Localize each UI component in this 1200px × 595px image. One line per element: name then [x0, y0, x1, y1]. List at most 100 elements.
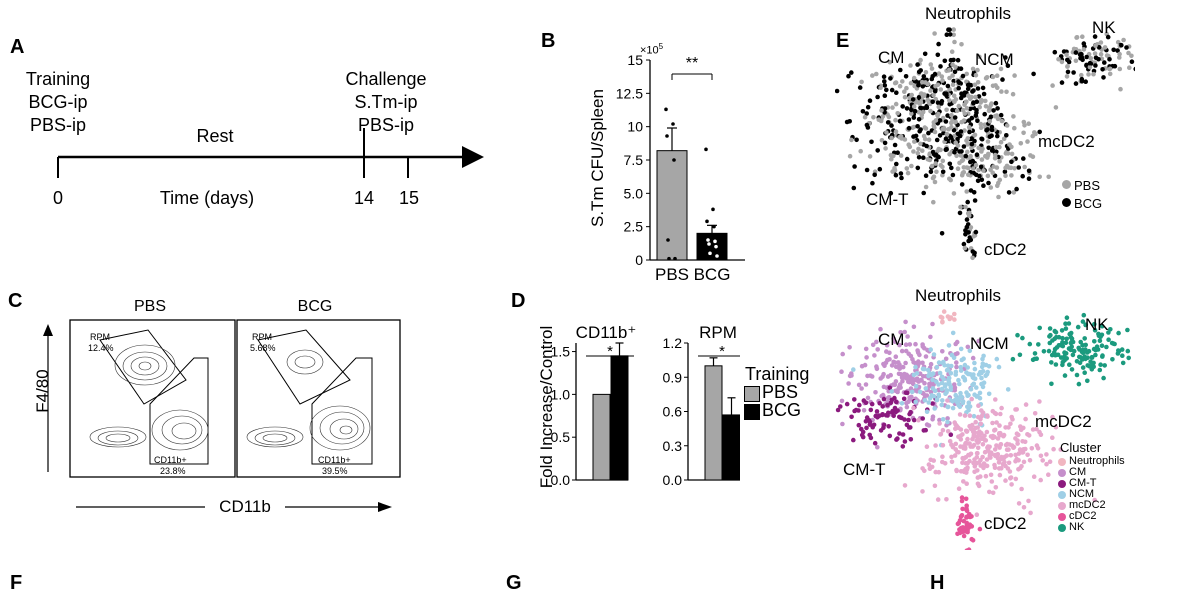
- umap-point: [1030, 133, 1035, 139]
- umap-point: [1102, 60, 1107, 65]
- umap-point: [915, 62, 920, 67]
- umap-cluster-point: [983, 373, 988, 379]
- d-ytick-label: 1.0: [551, 386, 571, 402]
- cluster-legend-dot: [1058, 512, 1066, 521]
- umap-cluster-point: [929, 464, 935, 470]
- umap-point: [959, 42, 964, 47]
- umap-cluster-point: [1037, 399, 1042, 404]
- umap-point: [960, 73, 966, 79]
- umap-point: [1098, 51, 1104, 57]
- umap-cluster-point: [862, 362, 868, 368]
- umap-point: [910, 97, 916, 102]
- umap-point: [982, 122, 988, 127]
- b-sig-label: **: [686, 55, 698, 72]
- d-title: RPM: [699, 323, 737, 342]
- umap-point: [1012, 125, 1017, 131]
- umap-cluster-point: [1040, 458, 1045, 463]
- umap-point: [1107, 66, 1113, 72]
- umap-cluster-point: [889, 363, 895, 368]
- umap-point: [921, 74, 927, 79]
- umap-point: [906, 142, 911, 147]
- umap-cluster-point: [881, 371, 886, 377]
- umap-cluster-point: [973, 419, 978, 425]
- umap-point: [864, 111, 869, 116]
- umap-point: [915, 124, 920, 129]
- umap-cluster-point: [1092, 497, 1097, 503]
- panel-letter-e: E: [836, 30, 850, 52]
- umap-cluster-point: [861, 398, 867, 403]
- d-ytick-label: 0.3: [663, 438, 683, 454]
- umap-cluster-point: [900, 444, 906, 449]
- umap-cluster-point: [1120, 360, 1126, 366]
- panel-c-bcg-title: BCG: [297, 298, 333, 315]
- umap-point: [902, 94, 908, 100]
- umap-cluster-point: [1036, 342, 1041, 347]
- umap-cluster-point: [952, 311, 957, 317]
- cluster-legend-dot: [1058, 490, 1066, 499]
- umap-point: [1118, 86, 1123, 92]
- umap-point: [965, 142, 970, 147]
- umap-cluster-point: [871, 422, 877, 428]
- umap-point: [950, 62, 955, 68]
- umap-cluster-point: [1050, 435, 1055, 440]
- umap-point: [948, 134, 954, 140]
- umap-cluster-point: [950, 399, 955, 404]
- umap-pbs-bcg: [835, 27, 1135, 261]
- umap-point: [954, 108, 960, 114]
- umap-cluster-point: [1085, 363, 1090, 368]
- umap-cluster-point: [979, 413, 985, 419]
- umap-point: [912, 83, 917, 89]
- umap-point: [981, 183, 986, 188]
- umap-point: [973, 72, 979, 78]
- umap-cluster-point: [846, 381, 851, 386]
- umap-point: [995, 133, 1000, 139]
- cluster-legend-item: mcDC2: [1058, 500, 1125, 511]
- umap-cluster-point: [856, 422, 862, 428]
- umap-point: [849, 137, 854, 143]
- cluster-legend-item: CM-T: [1058, 478, 1125, 489]
- umap-cluster-point: [933, 443, 938, 448]
- umap-point: [925, 157, 931, 162]
- umap-point: [1021, 156, 1026, 161]
- umap-cluster-point: [957, 518, 963, 523]
- umap-point: [1083, 79, 1088, 84]
- umap-cluster-point: [970, 355, 976, 361]
- umap-cluster-point: [939, 315, 945, 320]
- b-ytick-label: 10: [627, 119, 643, 135]
- umap-point: [1004, 89, 1009, 95]
- umap-point: [965, 82, 971, 88]
- umap-cluster-point: [954, 360, 959, 365]
- cluster-legend-label: Neutrophils: [1069, 455, 1125, 467]
- umap-cluster-point: [949, 454, 954, 460]
- umap-bot-neutrophils: Neutrophils: [915, 286, 1001, 305]
- umap-point: [897, 83, 903, 89]
- umap-cluster-point: [944, 497, 949, 502]
- umap-point: [986, 145, 991, 151]
- umap-cluster-point: [1001, 432, 1007, 438]
- umap-cluster-point: [1080, 357, 1085, 362]
- cluster-legend: Neutrophils CM CM-T NCM mcDC2 cDC2 NK: [1058, 456, 1125, 533]
- umap-point: [1121, 37, 1126, 43]
- umap-cluster-point: [1002, 459, 1007, 465]
- umap-point: [884, 87, 889, 93]
- umap-point: [951, 27, 956, 32]
- umap-cluster-point: [897, 364, 903, 370]
- umap-point: [1037, 129, 1042, 135]
- umap-cluster-point: [963, 461, 969, 466]
- umap-cluster-point: [960, 460, 965, 465]
- umap-point: [895, 111, 900, 116]
- umap-point: [888, 76, 893, 81]
- b-xtick-label: BCG: [694, 265, 731, 284]
- umap-point: [942, 58, 948, 64]
- umap-cluster-point: [873, 390, 878, 395]
- umap-cluster-point: [998, 411, 1003, 417]
- umap-point: [908, 63, 913, 68]
- umap-point: [993, 144, 999, 150]
- umap-cluster-point: [1060, 359, 1066, 365]
- umap-cluster-point: [945, 416, 950, 421]
- umap-cluster-point: [1052, 336, 1057, 342]
- umap-point: [871, 115, 876, 120]
- b-point: [707, 242, 711, 246]
- umap-cluster-point: [943, 391, 948, 396]
- umap-point: [858, 148, 863, 154]
